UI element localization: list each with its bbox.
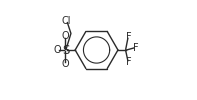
Text: Cl: Cl [61, 16, 71, 26]
Text: O: O [62, 31, 69, 41]
Text: O: O [62, 59, 69, 69]
Text: F: F [126, 57, 131, 67]
Text: F: F [126, 32, 131, 42]
Text: F: F [133, 43, 138, 53]
Text: O: O [54, 45, 61, 55]
Text: S: S [62, 44, 69, 56]
